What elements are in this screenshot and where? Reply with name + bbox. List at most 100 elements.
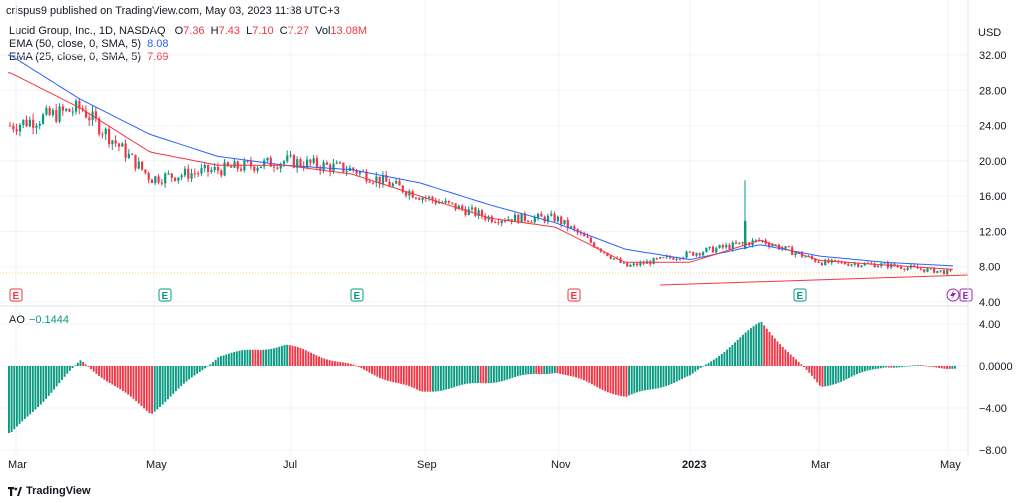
candle-body (662, 257, 665, 259)
candle-body (820, 262, 823, 266)
candle-body (381, 175, 385, 185)
ao-bar (124, 366, 127, 393)
earnings-marker: E (158, 288, 172, 302)
ao-bar (901, 366, 903, 367)
candle-body (629, 265, 632, 267)
ao-bar (402, 366, 405, 385)
ao-bar (490, 366, 493, 384)
ao-bar (116, 366, 119, 388)
ao-bar (697, 366, 699, 370)
lightning-bolt (950, 290, 956, 300)
ao-bar (882, 366, 885, 368)
ao-bar (750, 328, 752, 366)
ao-bar (492, 366, 495, 383)
price-tick-label: 20.00 (979, 156, 1007, 168)
candle-body (117, 143, 121, 147)
ao-bar (710, 361, 713, 366)
ao-bar (257, 349, 259, 366)
ao-bar (15, 366, 18, 427)
ao-bar (429, 366, 432, 392)
support-trendline (659, 274, 969, 286)
ao-bar (638, 366, 641, 392)
ao-bar (577, 366, 580, 379)
ao-bar (217, 357, 220, 366)
ao-bar (164, 366, 167, 402)
ao-bar (538, 366, 540, 375)
ao-bar (47, 366, 50, 396)
candle-body (517, 214, 520, 223)
ao-bar (712, 359, 715, 366)
ao-bar (617, 366, 620, 396)
ao-bar (654, 366, 657, 389)
candle-body (94, 111, 97, 119)
ao-bar (408, 366, 411, 387)
ao-bar (299, 348, 302, 366)
ao-bar (585, 366, 588, 382)
ao-bar (508, 366, 511, 379)
ao-bar (789, 354, 792, 366)
ao-bar (349, 363, 352, 366)
candle-body (352, 167, 355, 171)
price-axis: 32.00 28.00 24.00 20.00 16.00 12.00 8.00 4.00 (979, 50, 1007, 309)
ao-bar (871, 366, 874, 370)
ao-bar (487, 366, 490, 384)
ao-bar (442, 366, 445, 391)
ao-bar (853, 366, 856, 376)
ao-bar (681, 366, 683, 379)
candle-body (45, 108, 48, 115)
ema-lines (7, 54, 954, 270)
candle-body (695, 253, 698, 256)
ao-bar (95, 366, 98, 374)
candle-body (253, 166, 256, 171)
ao-bar (222, 355, 225, 366)
candle-body (388, 181, 391, 187)
ao-bar (630, 366, 633, 395)
high-value: 7.43 (218, 25, 240, 37)
candle-body (38, 123, 41, 126)
ao-bar (866, 366, 869, 371)
candle-body (35, 125, 38, 128)
candle-body (939, 270, 942, 272)
ao-bar (728, 347, 731, 366)
candle-body (447, 200, 451, 203)
ao-bar (485, 366, 487, 384)
candle-body (936, 270, 939, 273)
candle-body (718, 245, 721, 249)
ao-histogram (8, 322, 956, 434)
ao-bar (336, 361, 339, 366)
ao-bar (127, 366, 130, 395)
candle-body (68, 108, 71, 112)
candle-body (728, 244, 731, 250)
ao-bar (527, 366, 530, 375)
ao-bar (227, 353, 230, 366)
ao-bar (667, 366, 670, 386)
ao-bar (405, 366, 408, 386)
candle-body (200, 168, 203, 174)
ao-bar (561, 366, 564, 375)
ao-bar (803, 366, 805, 368)
candle-body (923, 269, 926, 272)
candle-body (259, 166, 262, 169)
candle-body (642, 262, 645, 264)
candle-body (434, 200, 437, 204)
ao-bar (225, 354, 228, 366)
ao-bar (776, 341, 779, 366)
ao-bar (121, 366, 124, 391)
ao-bar (145, 366, 148, 411)
ao-bar (198, 366, 201, 372)
candle-body (88, 117, 91, 121)
ao-bar (813, 366, 816, 380)
candle-body (438, 202, 441, 204)
ao-bar (874, 366, 877, 370)
ao-bar (312, 353, 315, 366)
candle-body (451, 202, 454, 204)
candle-body (246, 160, 249, 162)
ao-bar (238, 350, 241, 366)
candle-body (913, 265, 916, 267)
candle-body (325, 162, 328, 165)
ao-bar (326, 359, 328, 366)
candle-body (758, 239, 761, 241)
ao-bar (280, 345, 283, 366)
